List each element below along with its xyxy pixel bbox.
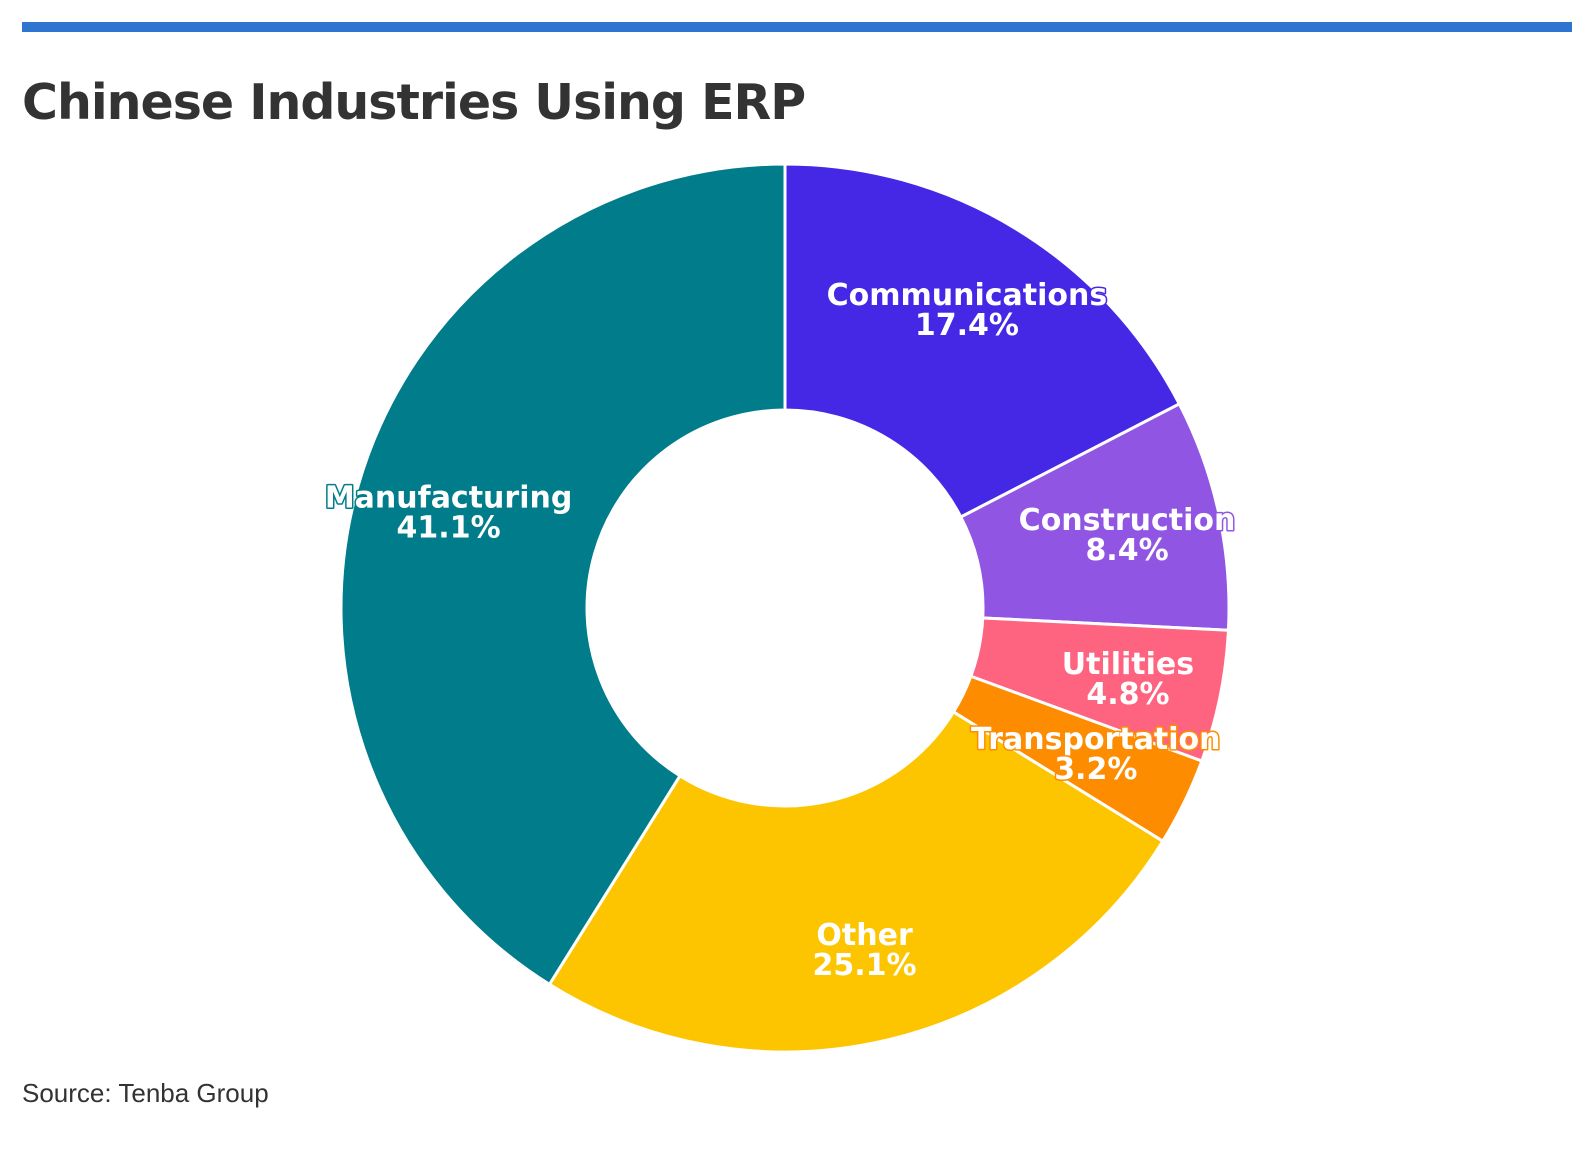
source-note: Source: Tenba Group: [22, 1078, 269, 1108]
slice-category-manufacturing: Manufacturing: [325, 480, 573, 515]
slice-other: [547, 709, 1165, 1054]
chart-title: Chinese Industries Using ERP: [22, 74, 806, 131]
slice-label-utilities: Utilities 4.8%: [1062, 647, 1194, 712]
slice-value-manufacturing: 41.1%: [397, 510, 501, 545]
slice-label-construction: Construction 8.4%: [1019, 503, 1236, 568]
slice-value-utilities: 4.8%: [1086, 677, 1169, 712]
slice-category-communications: Communications: [827, 278, 1108, 313]
slice-value-communications: 17.4%: [915, 308, 1019, 343]
slice-value-construction: 8.4%: [1085, 533, 1168, 568]
slice-manufacturing: [339, 162, 787, 987]
slice-category-transportation: Transportation: [971, 722, 1220, 757]
slice-construction: [958, 401, 1231, 632]
slice-label-manufacturing: Manufacturing 41.1%: [325, 480, 573, 545]
slice-label-transportation: Transportation 3.2%: [971, 722, 1220, 787]
slice-category-utilities: Utilities: [1062, 647, 1194, 682]
slice-communications: [783, 162, 1182, 520]
slice-label-communications: Communications 17.4%: [827, 278, 1108, 343]
donut-labels: Communications 17.4% Construction 8.4% Utili…: [323, 277, 1237, 985]
slice-category-other: Other: [816, 918, 913, 953]
slice-value-other: 25.1%: [813, 948, 917, 983]
top-accent-rule: [22, 22, 1572, 32]
slice-value-transportation: 3.2%: [1054, 752, 1137, 787]
donut-slices: [339, 162, 1231, 1054]
slice-category-construction: Construction: [1019, 503, 1236, 538]
slice-label-other: Other 25.1%: [813, 918, 917, 983]
